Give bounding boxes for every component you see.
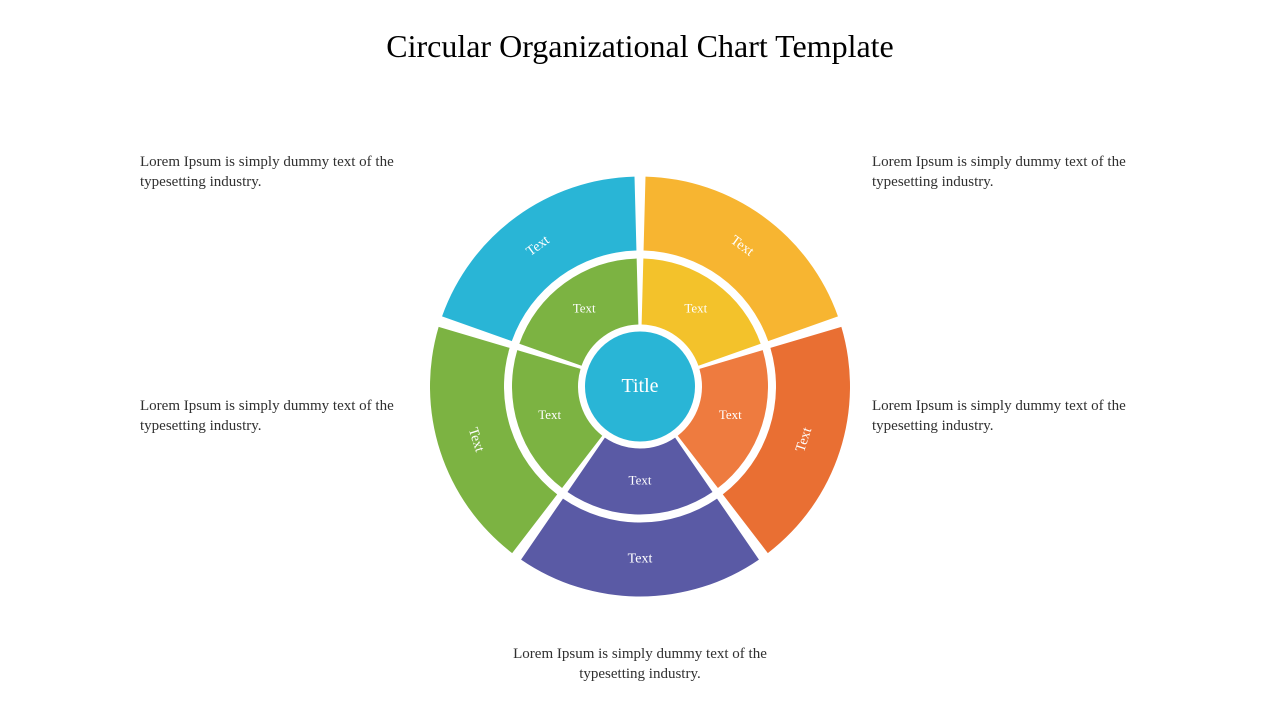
- chart-svg: TextTextTextTextTextTextTextTextTextText…: [410, 156, 870, 616]
- caption-top-left: Lorem Ipsum is simply dummy text of the …: [140, 152, 410, 193]
- outer-label-2: Text: [628, 552, 653, 567]
- inner-label-2: Text: [629, 472, 652, 487]
- caption-top-right: Lorem Ipsum is simply dummy text of the …: [872, 152, 1142, 193]
- circular-chart: TextTextTextTextTextTextTextTextTextText…: [410, 156, 870, 621]
- inner-label-1: Text: [719, 407, 742, 422]
- center-label: Title: [621, 375, 658, 397]
- caption-mid-right: Lorem Ipsum is simply dummy text of the …: [872, 396, 1142, 437]
- inner-label-0: Text: [684, 300, 707, 315]
- inner-label-4: Text: [573, 300, 596, 315]
- inner-label-3: Text: [538, 407, 561, 422]
- caption-bottom: Lorem Ipsum is simply dummy text of the …: [490, 644, 790, 685]
- page-title: Circular Organizational Chart Template: [0, 28, 1280, 65]
- caption-mid-left: Lorem Ipsum is simply dummy text of the …: [140, 396, 410, 437]
